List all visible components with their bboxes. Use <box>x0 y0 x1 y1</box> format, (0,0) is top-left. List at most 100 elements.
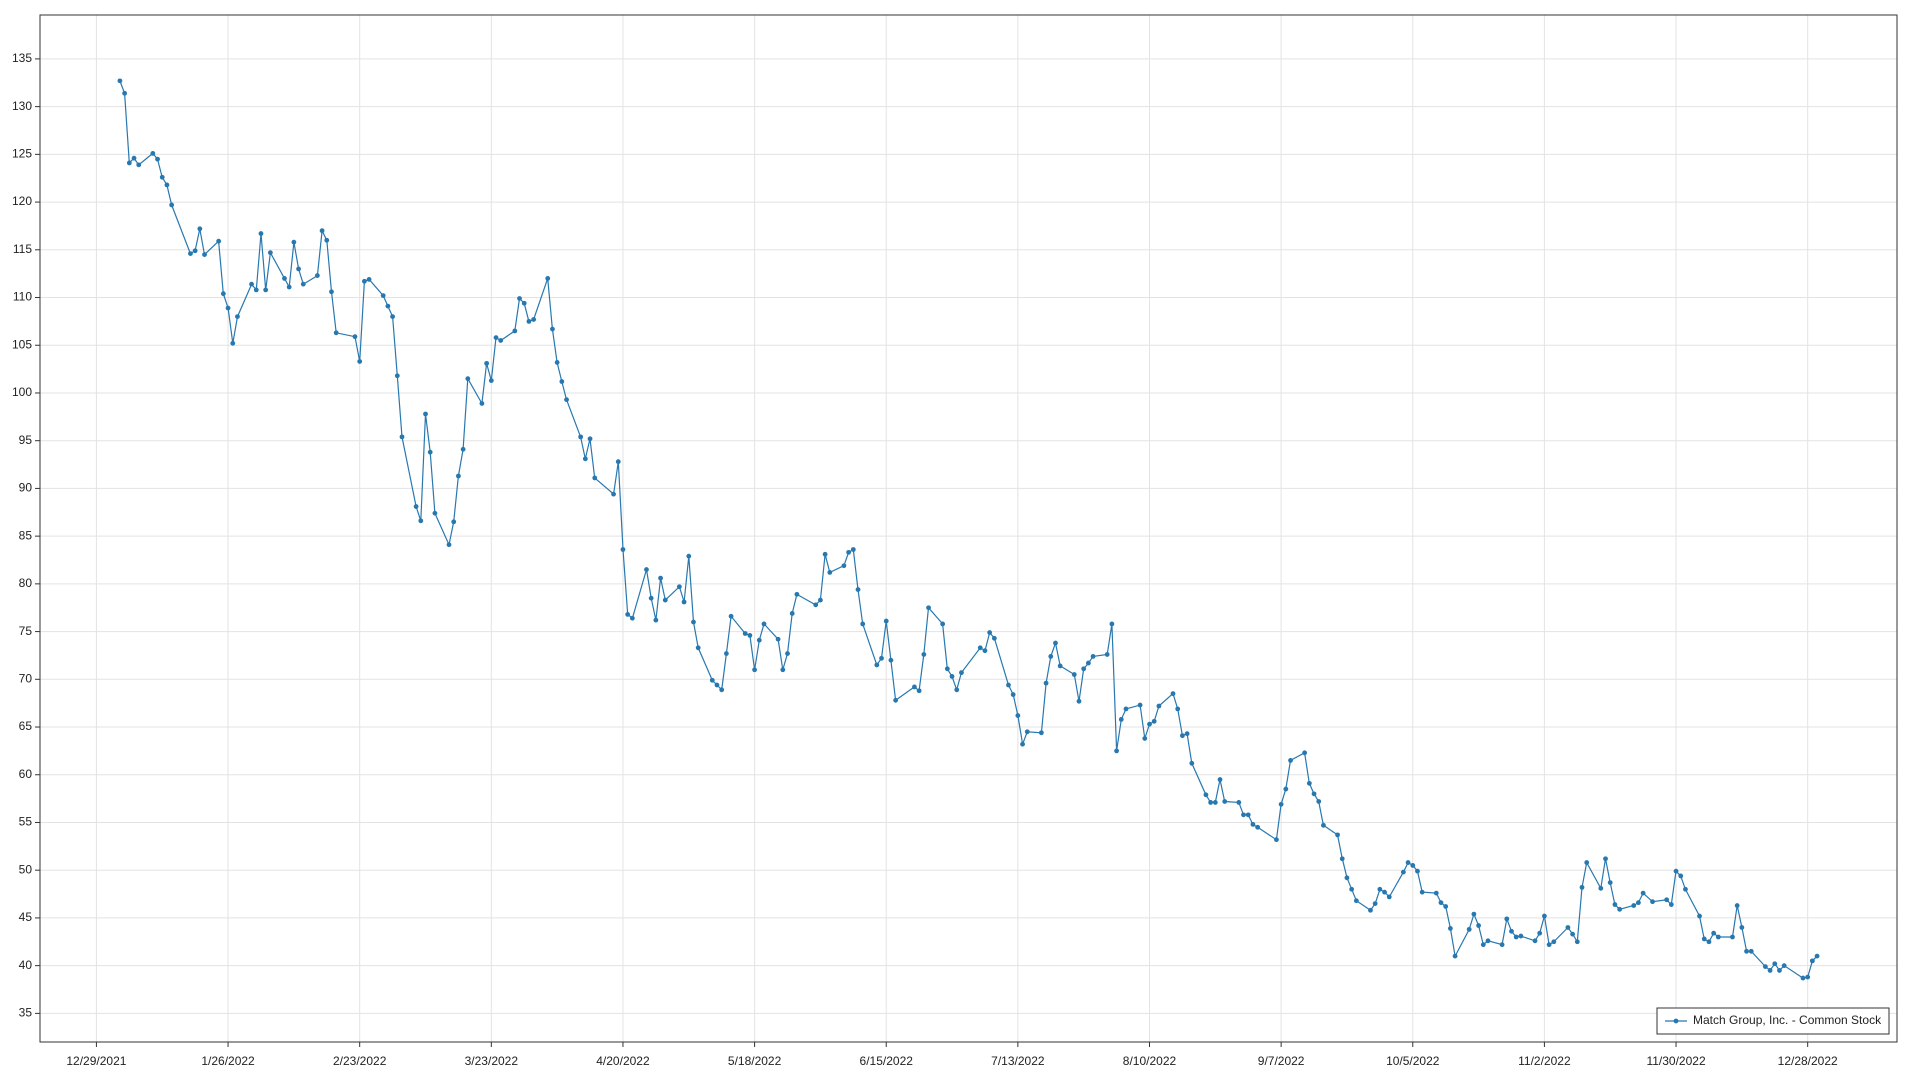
data-point <box>1800 975 1806 981</box>
data-point <box>324 237 330 243</box>
data-point <box>1302 750 1308 756</box>
data-point <box>164 182 170 188</box>
data-point <box>550 326 555 332</box>
data-point <box>296 266 301 272</box>
data-point <box>220 291 226 297</box>
data-point <box>1447 926 1453 931</box>
data-point <box>1683 886 1688 892</box>
data-point <box>1015 713 1021 718</box>
data-point <box>742 631 748 636</box>
data-point <box>912 684 917 690</box>
data-point <box>1542 913 1547 919</box>
data-point <box>1631 903 1637 908</box>
y-tick-label: 50 <box>19 862 33 876</box>
data-point <box>531 317 537 322</box>
data-point <box>225 305 231 311</box>
data-point <box>1241 812 1246 818</box>
data-point <box>888 657 894 663</box>
data-point <box>380 293 386 299</box>
data-point <box>545 276 551 281</box>
data-point <box>949 674 955 679</box>
data-point <box>1377 886 1383 892</box>
data-point <box>1217 777 1223 782</box>
data-point <box>648 595 654 601</box>
data-point <box>691 619 696 625</box>
data-point <box>1306 780 1312 786</box>
x-tick-label: 4/20/2022 <box>596 1054 650 1068</box>
data-point <box>789 611 795 616</box>
data-point <box>1372 901 1378 907</box>
y-tick-label: 40 <box>19 958 33 972</box>
data-point <box>286 284 292 290</box>
data-point <box>940 621 946 627</box>
data-point <box>1137 702 1143 708</box>
data-point <box>1085 660 1091 666</box>
data-point <box>1532 938 1538 944</box>
data-point <box>1283 786 1289 792</box>
data-point <box>333 330 339 336</box>
data-point <box>592 475 598 481</box>
data-point <box>1147 721 1152 727</box>
data-point <box>202 252 207 257</box>
data-point <box>987 630 993 635</box>
data-point <box>780 667 786 673</box>
data-point <box>1781 963 1787 969</box>
data-point <box>653 617 659 623</box>
data-point <box>1203 792 1209 798</box>
data-point <box>1480 942 1486 948</box>
data-point <box>1748 948 1754 954</box>
data-point <box>959 670 964 676</box>
y-tick-label: 65 <box>19 719 33 733</box>
data-point <box>1170 691 1176 697</box>
data-point <box>159 174 165 180</box>
data-point <box>629 615 635 621</box>
x-tick-label: 12/29/2021 <box>66 1054 126 1068</box>
data-point <box>1509 928 1514 934</box>
data-point <box>385 303 391 309</box>
data-point <box>131 155 137 161</box>
data-point <box>785 651 790 656</box>
data-point <box>136 162 142 168</box>
data-point <box>1777 968 1782 973</box>
data-point <box>366 276 372 282</box>
data-point <box>126 160 132 166</box>
plot-frame <box>39 14 1898 1043</box>
data-point <box>1772 961 1778 967</box>
data-point <box>681 599 687 605</box>
data-point <box>1053 640 1058 646</box>
data-point <box>1607 880 1613 886</box>
data-point <box>559 379 565 384</box>
data-point <box>512 328 518 334</box>
y-tick-label: 70 <box>19 671 33 685</box>
data-point <box>620 547 626 552</box>
data-point <box>1006 682 1011 688</box>
data-point <box>1076 698 1082 704</box>
data-point <box>1405 860 1411 865</box>
data-point <box>564 397 569 403</box>
data-point <box>460 446 466 452</box>
data-point <box>230 340 236 346</box>
data-point <box>1339 856 1345 862</box>
data-point <box>282 276 287 281</box>
data-point <box>451 519 457 525</box>
data-point <box>1142 736 1148 741</box>
data-point <box>1123 706 1129 712</box>
legend-marker <box>1673 1018 1679 1024</box>
data-point <box>1118 716 1124 722</box>
data-point <box>1415 868 1420 874</box>
data-point <box>1316 799 1322 804</box>
data-point <box>1546 942 1552 948</box>
x-tick-label: 10/5/2022 <box>1386 1054 1440 1068</box>
data-point <box>498 338 504 343</box>
data-point <box>578 434 584 440</box>
data-point <box>314 273 320 278</box>
data-point <box>1109 621 1115 627</box>
data-point <box>1438 900 1444 906</box>
data-point <box>658 575 663 581</box>
data-point <box>850 547 856 552</box>
data-point <box>1744 948 1749 954</box>
data-point <box>521 300 527 306</box>
data-point <box>300 281 306 287</box>
data-point <box>756 637 762 643</box>
